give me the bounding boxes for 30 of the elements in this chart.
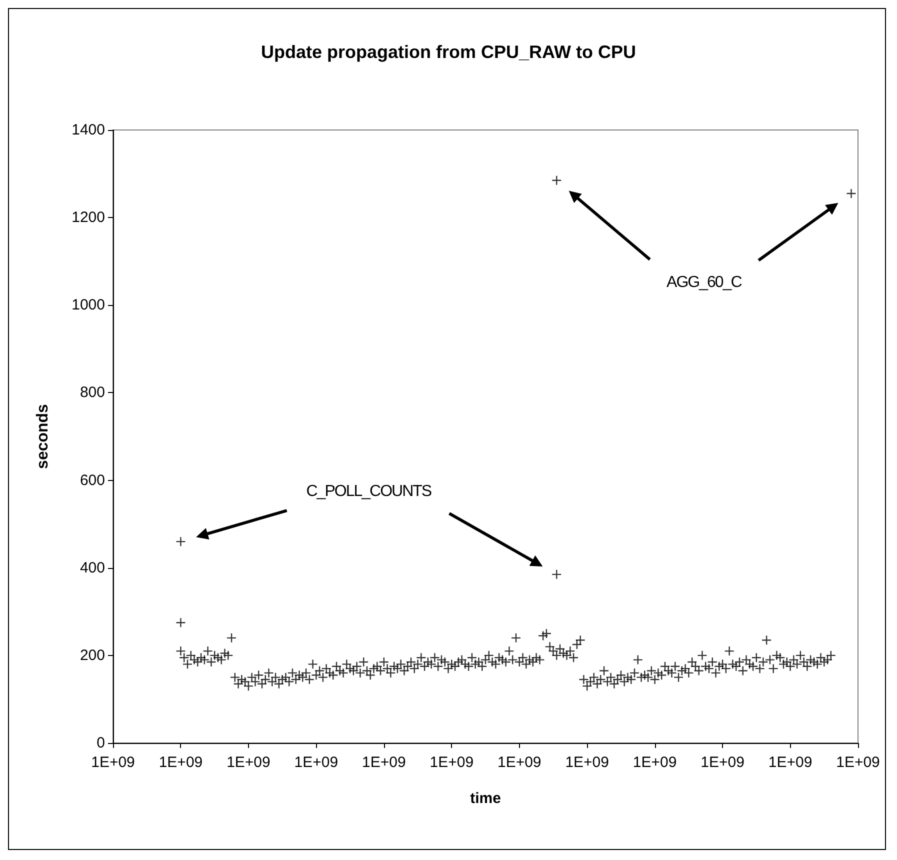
- y-axis-title: seconds: [34, 404, 52, 469]
- y-tick-label: 400: [80, 559, 105, 576]
- x-tick-label: 1E+09: [700, 754, 744, 771]
- y-tick-label: 1400: [72, 122, 105, 138]
- chart-title: Update propagation from CPU_RAW to CPU: [260, 42, 636, 62]
- y-tick-label: 1200: [72, 209, 105, 226]
- y-tick-label: 200: [80, 646, 105, 664]
- x-tick-label: 1E+09: [836, 754, 880, 771]
- point: [552, 569, 562, 580]
- x-tick-label: 1E+09: [430, 754, 474, 771]
- y-tick-label: 1000: [72, 296, 105, 314]
- point: [176, 617, 186, 628]
- x-tick-label: 1E+09: [91, 754, 135, 771]
- point: [846, 188, 856, 199]
- x-tick-label: 1E+09: [565, 754, 609, 771]
- annotation: C_POLL_COUNTS: [306, 482, 432, 501]
- y-tick-label: 800: [80, 384, 105, 402]
- x-tick-label: 1E+09: [768, 754, 812, 771]
- x-tick-label: 1E+09: [497, 754, 542, 771]
- x-tick-label: 1E+09: [294, 754, 338, 771]
- point: [552, 175, 562, 186]
- x-tick-label: 1E+09: [632, 754, 677, 771]
- y-tick-label: 0: [96, 734, 105, 752]
- x-axis-title: time: [470, 790, 501, 807]
- annotation: AGG_60_C: [666, 274, 742, 292]
- point: [176, 536, 186, 547]
- x-tick-label: 1E+09: [362, 754, 406, 771]
- x-tick-label: 1E+09: [158, 754, 203, 771]
- x-tick-label: 1E+09: [226, 754, 270, 771]
- y-tick-label: 600: [80, 472, 105, 489]
